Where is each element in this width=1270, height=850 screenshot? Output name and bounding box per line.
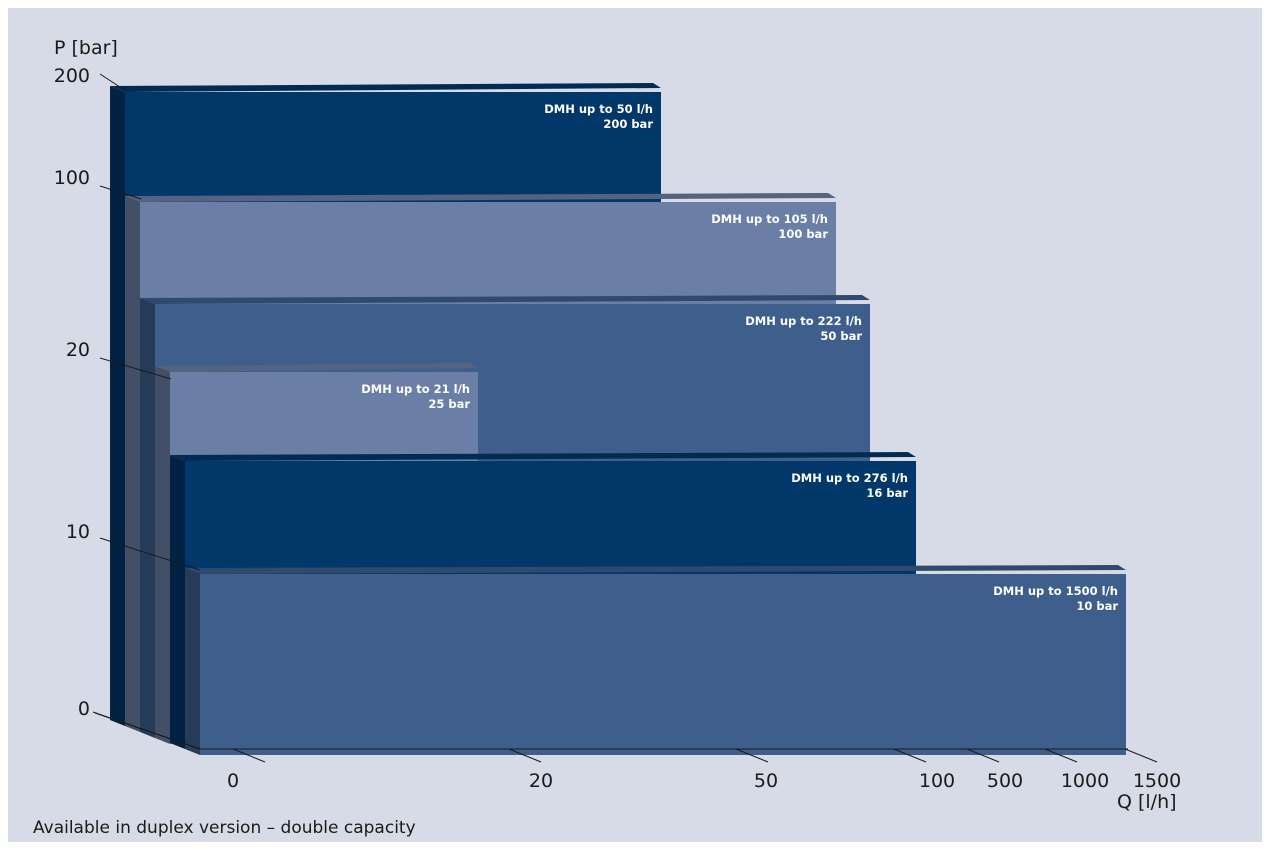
y-tick-label: 200 xyxy=(54,65,90,87)
x-tick-line xyxy=(232,748,266,763)
x-axis-title: Q [l/h] xyxy=(1117,791,1177,813)
y-tick-label: 10 xyxy=(66,521,90,543)
bar-label-model: DMH up to 50 l/h xyxy=(544,102,653,116)
bar xyxy=(200,574,1126,755)
bar-label-model: DMH up to 276 l/h xyxy=(791,471,908,485)
bar-label-pressure: 16 bar xyxy=(866,486,908,500)
x-tick-label: 1500 xyxy=(1133,770,1181,792)
y-tick-label: 20 xyxy=(66,339,90,361)
axis-baseline xyxy=(94,712,201,750)
bar-label-model: DMH up to 21 l/h xyxy=(361,382,470,396)
bar-top xyxy=(185,565,1126,574)
bar-top xyxy=(170,452,916,461)
bar-side xyxy=(170,455,185,749)
x-tick-line xyxy=(1124,748,1158,763)
bar-label-pressure: 25 bar xyxy=(428,397,470,411)
y-tick-line xyxy=(99,537,201,571)
footnote: Available in duplex version – double cap… xyxy=(33,818,416,838)
y-tick-line xyxy=(99,185,142,200)
bar-top xyxy=(155,363,478,372)
x-tick-label: 100 xyxy=(919,770,955,792)
bar-label-pressure: 100 bar xyxy=(778,227,828,241)
bar-label-pressure: 50 bar xyxy=(820,329,862,343)
bar-group: DMH up to 1500 l/h10 bar xyxy=(185,565,1126,755)
y-tick-line xyxy=(99,73,127,92)
bar-side xyxy=(155,366,170,744)
y-axis-title: P [bar] xyxy=(54,37,118,59)
y-tick-label: 100 xyxy=(54,167,90,189)
x-tick-line xyxy=(508,748,542,763)
bar-label-model: DMH up to 222 l/h xyxy=(745,314,862,328)
bar-top xyxy=(110,83,661,92)
x-tick-label: 20 xyxy=(529,770,553,792)
x-tick-line xyxy=(1044,748,1078,763)
bar-label-pressure: 10 bar xyxy=(1076,599,1118,613)
chart-panel: DMH up to 50 l/h 200 bar DMH up to 105 l/h… xyxy=(8,8,1262,842)
x-tick-line xyxy=(966,748,1000,763)
y-tick-label: 0 xyxy=(78,698,90,720)
x-tick-label: 1000 xyxy=(1061,770,1109,792)
bar-top xyxy=(140,295,870,304)
bar-side xyxy=(140,298,155,738)
x-tick-label: 50 xyxy=(754,770,778,792)
bar-label-model: DMH up to 105 l/h xyxy=(711,212,828,226)
x-tick-line xyxy=(893,748,927,763)
bar-label-model: DMH up to 1500 l/h xyxy=(993,584,1118,598)
x-tick-label: 500 xyxy=(987,770,1023,792)
bar-side xyxy=(185,568,200,755)
bar-side xyxy=(125,196,140,732)
bar-label-pressure: 200 bar xyxy=(603,117,653,131)
x-tick-line xyxy=(735,748,769,763)
x-axis: 0 20 50 100 500 1000 1500 xyxy=(200,748,1181,792)
x-tick-label: 0 xyxy=(227,770,239,792)
bar-side xyxy=(110,86,125,726)
y-tick-line xyxy=(99,357,172,380)
bar-top xyxy=(125,193,836,202)
